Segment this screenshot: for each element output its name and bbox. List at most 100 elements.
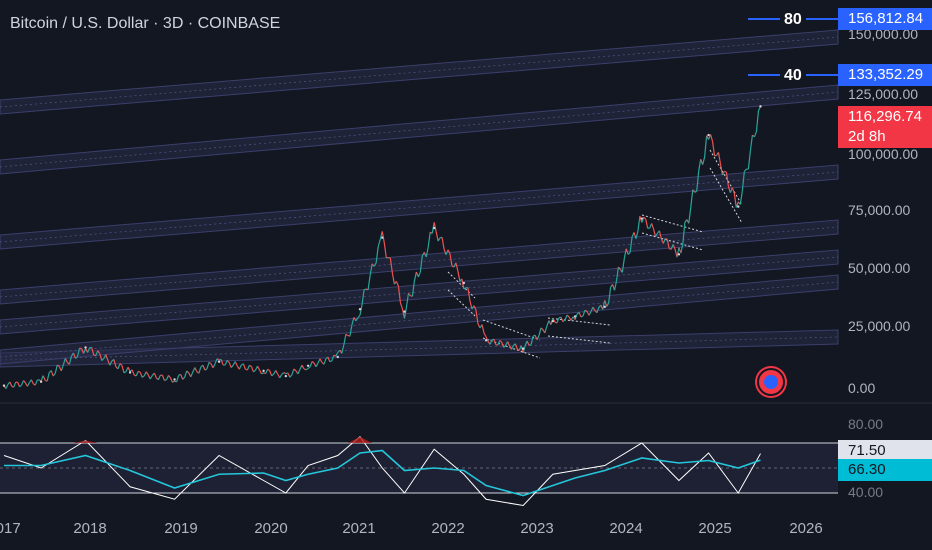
price-segment xyxy=(259,369,263,375)
price-segment xyxy=(335,352,339,357)
price-segment xyxy=(341,344,345,354)
us-flag-event-icon[interactable] xyxy=(757,368,785,396)
x-tick-2024: 2024 xyxy=(609,520,643,537)
price-segment xyxy=(315,362,319,368)
price-segment xyxy=(331,355,335,362)
price-segment xyxy=(621,258,625,273)
price-point-2019-12 xyxy=(262,369,265,373)
price-segment xyxy=(349,324,353,337)
price-segment xyxy=(184,370,188,378)
price-segment xyxy=(443,248,447,255)
price-segment xyxy=(461,278,465,289)
price-segment xyxy=(161,375,166,381)
price-point-2023-06 xyxy=(573,315,577,318)
price-segment xyxy=(666,239,670,249)
price-segment xyxy=(228,362,232,368)
price-segment xyxy=(481,324,485,334)
price-segment xyxy=(623,248,627,259)
price-segment xyxy=(19,384,22,388)
price-segment xyxy=(615,266,620,282)
x-tick-2018: 2018 xyxy=(73,520,107,537)
price-segment xyxy=(99,353,103,361)
price-point-2023-10 xyxy=(603,305,606,309)
chart-title: Bitcoin / U.S. Dollar · 3D · COINBASE xyxy=(10,15,281,32)
price-segment xyxy=(694,190,697,193)
price-segment xyxy=(727,185,731,193)
price-segment xyxy=(343,334,347,346)
price-segment xyxy=(13,381,17,388)
price-segment xyxy=(578,312,582,318)
rsi-value-tag: 71.50 xyxy=(838,440,932,462)
price-segment xyxy=(131,369,135,376)
price-segment xyxy=(204,368,208,371)
price-segment xyxy=(214,358,218,365)
price-segment xyxy=(562,319,566,323)
price-segment xyxy=(717,152,722,164)
price-segment xyxy=(643,216,647,220)
price-point-2020-03 xyxy=(284,374,288,378)
price-segment xyxy=(165,375,170,380)
price-point-2020-06 xyxy=(306,364,310,368)
price-segment xyxy=(137,370,141,373)
price-point-2020-10 xyxy=(336,355,339,359)
price-segment xyxy=(709,134,714,142)
price-segment xyxy=(534,334,538,340)
price-segment xyxy=(107,360,111,366)
price-segment xyxy=(469,300,473,310)
x-tick-2017: 2017 xyxy=(0,520,21,537)
price-segment xyxy=(176,375,180,383)
price-segment xyxy=(50,370,54,377)
price-segment xyxy=(36,379,40,381)
last-price-tag: 116,296.74 2d 8h xyxy=(838,106,932,148)
price-segment xyxy=(755,110,760,132)
price-segment xyxy=(747,150,751,170)
level-40-label: 40 xyxy=(784,67,802,84)
price-segment xyxy=(425,246,429,258)
price-segment xyxy=(333,354,336,357)
price-segment xyxy=(317,358,321,364)
price-segment xyxy=(556,317,560,324)
price-segment xyxy=(753,131,758,138)
price-segment xyxy=(608,287,612,304)
price-segment xyxy=(169,377,174,383)
price-segment xyxy=(56,364,60,367)
channel-midline-6 xyxy=(0,36,839,108)
price-segment xyxy=(91,347,95,355)
price-segment xyxy=(127,366,131,372)
price-segment xyxy=(101,358,105,361)
x-tick-2026: 2026 xyxy=(789,520,823,537)
price-segment xyxy=(242,363,246,370)
price-segment xyxy=(311,361,315,364)
price-segment xyxy=(627,252,631,255)
price-segment xyxy=(602,300,606,310)
price-segment xyxy=(113,359,117,368)
price-segment xyxy=(497,340,501,346)
channel-midline-4 xyxy=(0,171,839,243)
price-segment xyxy=(95,350,99,357)
price-segment xyxy=(433,222,437,232)
price-segment xyxy=(411,281,415,297)
price-segment xyxy=(64,358,68,363)
price-segment xyxy=(739,191,743,205)
price-segment xyxy=(749,135,754,151)
price-segment xyxy=(52,372,56,377)
price-segment xyxy=(588,311,592,316)
price-point-2024-12 xyxy=(707,133,710,137)
price-segment xyxy=(662,238,666,244)
price-segment xyxy=(327,356,331,362)
price-segment xyxy=(463,287,467,290)
price-segment xyxy=(54,364,58,374)
price-segment xyxy=(725,171,729,187)
price-segment xyxy=(489,339,493,345)
price-segment xyxy=(109,360,113,366)
y-tick-100k: 100,000.00 xyxy=(848,146,919,162)
price-segment xyxy=(606,302,610,307)
rsi-line xyxy=(3,436,761,507)
x-tick-2019: 2019 xyxy=(164,520,198,537)
price-segment xyxy=(696,170,700,192)
price-segment xyxy=(60,364,64,372)
level-40-price-tag: 133,352.29 xyxy=(838,64,932,86)
price-segment xyxy=(507,341,511,346)
price-segment xyxy=(375,246,379,263)
price-segment xyxy=(210,363,214,369)
